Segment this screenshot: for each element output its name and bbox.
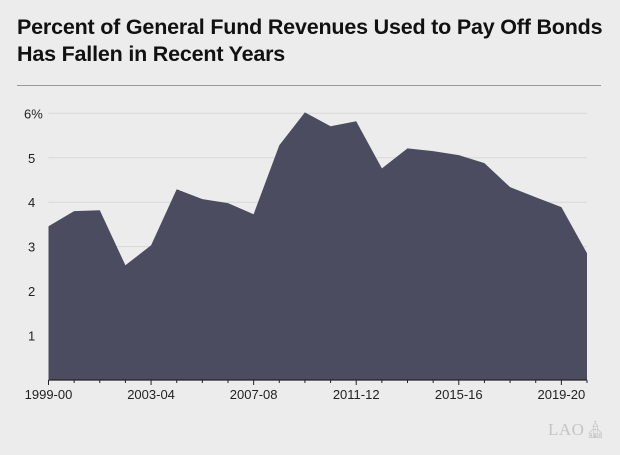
lao-logo: LAO⛪︎: [548, 420, 607, 439]
title-divider: [17, 85, 601, 86]
x-tick-label: 2015-16: [435, 387, 483, 402]
y-tick-label: 4: [28, 195, 35, 210]
x-tick-label: 2003-04: [127, 387, 175, 402]
chart-title: Percent of General Fund Revenues Used to…: [17, 15, 603, 66]
y-tick-label: 1: [28, 329, 35, 344]
y-tick-label: 2: [28, 284, 35, 299]
x-tick-label: 2007-08: [230, 387, 278, 402]
y-tick-label: 6%: [24, 106, 43, 121]
x-tick-label: 1999-00: [25, 387, 73, 402]
x-tick-label: 2011-12: [333, 387, 380, 402]
y-tick-label: 5: [28, 151, 35, 166]
area-series: [48, 112, 587, 381]
y-tick-label: 3: [28, 240, 35, 255]
x-tick-label: 2019-20: [537, 387, 585, 402]
